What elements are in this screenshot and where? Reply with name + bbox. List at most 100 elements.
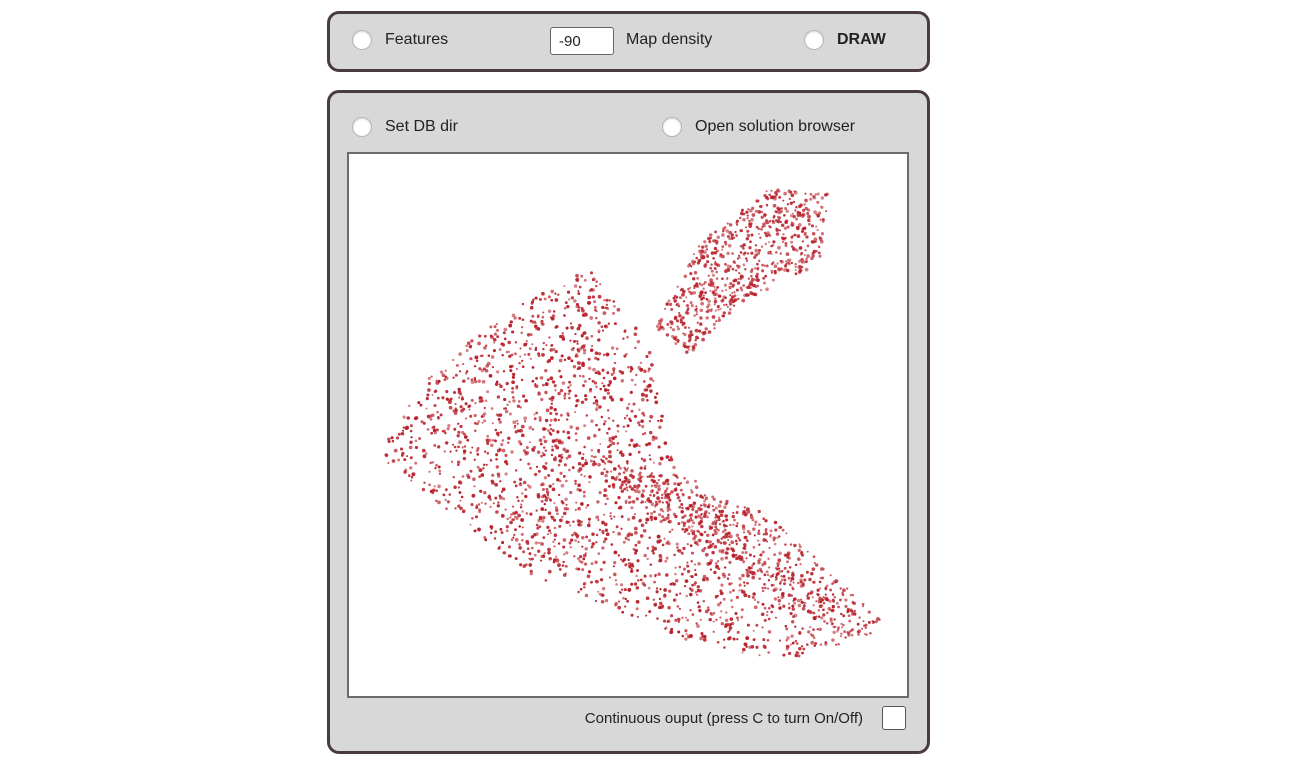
scatter-point <box>661 493 664 497</box>
scatter-point <box>649 493 652 497</box>
scatter-point <box>625 486 629 489</box>
scatter-point <box>470 503 474 507</box>
scatter-point <box>688 503 693 508</box>
scatter-point <box>798 646 802 651</box>
scatter-point <box>801 627 804 630</box>
scatter-point <box>586 574 591 579</box>
scatter-point <box>831 593 835 596</box>
scatter-point <box>570 538 574 542</box>
features-radio[interactable] <box>352 30 372 50</box>
scatter-point <box>844 636 847 639</box>
scatter-point <box>587 295 592 300</box>
scatter-point <box>597 331 600 334</box>
scatter-point <box>713 299 718 304</box>
map-canvas[interactable] <box>347 152 909 698</box>
open-solution-browser-radio[interactable] <box>662 117 682 137</box>
scatter-point <box>780 575 783 578</box>
draw-radio[interactable] <box>804 30 824 50</box>
continuous-output-checkbox[interactable] <box>882 706 906 730</box>
scatter-point <box>494 496 498 500</box>
scatter-point <box>705 539 709 543</box>
scatter-point <box>734 612 738 615</box>
scatter-point <box>574 354 578 358</box>
scatter-point <box>666 540 670 544</box>
scatter-point <box>409 429 413 433</box>
scatter-point <box>820 598 824 602</box>
scatter-point <box>748 284 751 287</box>
scatter-point <box>709 266 713 270</box>
scatter-point <box>663 517 668 522</box>
scatter-point <box>613 561 617 565</box>
scatter-point <box>480 396 483 400</box>
scatter-point <box>489 505 492 508</box>
set-db-dir-option[interactable]: Set DB dir <box>352 117 458 137</box>
scatter-point <box>687 525 691 529</box>
set-db-dir-radio[interactable] <box>352 117 372 137</box>
scatter-point <box>664 559 668 563</box>
scatter-point <box>492 502 495 505</box>
scatter-point <box>572 374 577 378</box>
scatter-point <box>713 544 718 549</box>
scatter-point <box>673 482 677 486</box>
scatter-point <box>620 370 625 375</box>
scatter-point <box>576 557 581 561</box>
scatter-point <box>591 295 596 299</box>
scatter-point <box>482 463 486 467</box>
scatter-point <box>756 600 760 604</box>
scatter-point <box>756 569 760 573</box>
scatter-point <box>491 365 495 369</box>
scatter-point <box>675 295 679 299</box>
scatter-point <box>652 379 655 382</box>
set-db-dir-label: Set DB dir <box>385 118 458 135</box>
scatter-point <box>714 506 718 510</box>
scatter-point <box>562 573 567 577</box>
scatter-point <box>524 399 528 403</box>
scatter-point <box>856 630 860 634</box>
scatter-point <box>555 324 559 329</box>
scatter-point <box>552 483 555 486</box>
map-density-input[interactable] <box>550 27 614 55</box>
scatter-point <box>421 448 426 453</box>
scatter-point <box>477 527 481 532</box>
scatter-point <box>639 466 643 470</box>
scatter-point <box>647 350 652 355</box>
scatter-point <box>658 553 663 558</box>
scatter-point <box>647 367 651 371</box>
scatter-point <box>521 492 524 495</box>
scatter-point <box>798 246 803 250</box>
scatter-point <box>690 575 694 579</box>
scatter-point <box>748 246 752 250</box>
scatter-point <box>457 486 460 489</box>
scatter-point <box>734 553 738 557</box>
scatter-point <box>495 510 499 514</box>
scatter-point <box>828 599 832 603</box>
scatter-point <box>622 471 626 474</box>
scatter-point <box>650 502 655 507</box>
scatter-point <box>857 633 860 636</box>
scatter-point <box>393 448 398 453</box>
scatter-point <box>691 519 694 522</box>
scatter-point <box>812 555 816 559</box>
open-solution-browser-option[interactable]: Open solution browser <box>662 117 855 137</box>
scatter-point <box>774 575 778 579</box>
scatter-point <box>590 271 593 275</box>
scatter-point <box>584 312 588 317</box>
scatter-point <box>501 439 505 442</box>
scatter-point <box>456 434 460 438</box>
scatter-point <box>729 523 732 527</box>
scatter-point <box>737 297 740 301</box>
scatter-point <box>617 531 621 536</box>
scatter-point <box>487 495 491 499</box>
scatter-point <box>665 573 669 577</box>
scatter-point <box>607 322 610 325</box>
scatter-point <box>579 587 583 591</box>
scatter-plot[interactable] <box>349 154 907 696</box>
scatter-point <box>637 450 641 454</box>
scatter-point <box>629 390 633 394</box>
scatter-point <box>574 432 578 435</box>
scatter-point <box>545 408 550 413</box>
scatter-point <box>781 236 786 241</box>
features-option[interactable]: Features <box>352 30 448 50</box>
scatter-point <box>483 406 486 410</box>
draw-option[interactable]: DRAW <box>804 30 886 50</box>
